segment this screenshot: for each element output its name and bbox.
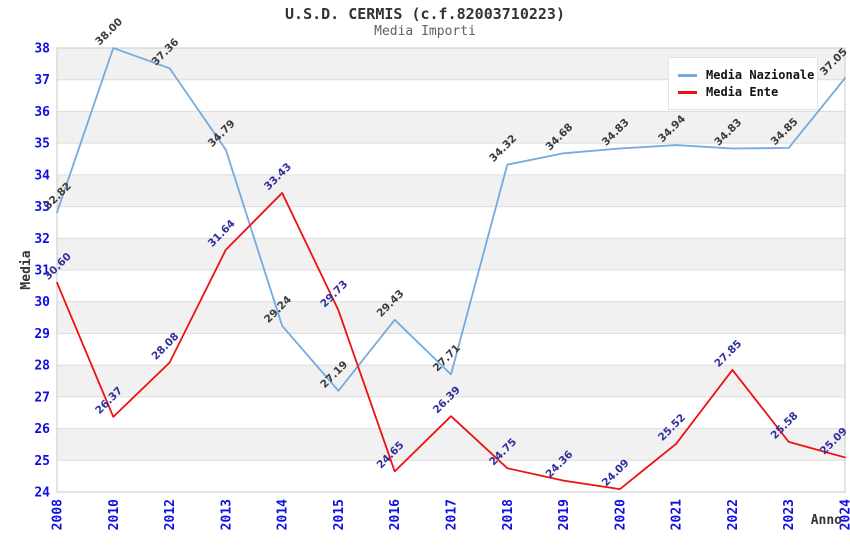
x-tick-label: 2010: [107, 499, 122, 530]
x-tick-label: 2020: [613, 499, 628, 530]
y-tick-label: 31: [34, 264, 50, 279]
plot-band: [57, 301, 845, 334]
x-tick-label: 2015: [332, 499, 347, 530]
x-tick-label: 2012: [163, 499, 178, 530]
legend-line-swatch-icon: [678, 73, 697, 77]
legend-item-media-ente: Media Ente: [678, 85, 808, 99]
y-tick-label: 33: [34, 200, 50, 215]
x-tick-label: 2021: [670, 499, 685, 530]
y-tick-label: 35: [34, 137, 50, 152]
y-tick-label: 30: [34, 295, 50, 310]
y-tick-label: 24: [34, 486, 50, 501]
plot-band: [57, 428, 845, 461]
series-line-media-nazionale: [56, 47, 846, 392]
y-tick-label: 26: [34, 422, 50, 437]
y-tick-label: 32: [34, 232, 50, 247]
x-tick-label: 2016: [388, 499, 403, 530]
legend-item-media-nazionale: Media Nazionale: [678, 68, 814, 82]
x-tick-label: 2014: [276, 499, 291, 530]
chart-subtitle: Media Importi: [374, 24, 476, 39]
legend: Media Nazionale Media Ente: [668, 57, 818, 110]
y-tick-label: 29: [34, 327, 50, 342]
y-tick-label: 28: [34, 359, 50, 374]
x-tick-label: 2022: [726, 499, 741, 530]
plot-border: [56, 47, 846, 493]
legend-item-label: Media Ente: [706, 85, 779, 99]
y-tick-label: 27: [34, 390, 50, 405]
x-tick-label: 2024: [839, 499, 850, 530]
x-tick-label: 2017: [445, 499, 460, 530]
y-tick-label: 36: [34, 105, 50, 120]
y-tick-label: 25: [34, 454, 50, 469]
series-line-media-ente: [56, 192, 846, 491]
x-tick-label: 2018: [501, 499, 516, 530]
legend-item-label: Media Nazionale: [706, 68, 815, 82]
plot-band: [57, 111, 845, 144]
plot-band: [57, 365, 845, 397]
plot-band: [57, 238, 845, 270]
x-tick-label: 2008: [51, 499, 66, 530]
x-tick-label: 2019: [557, 499, 572, 530]
y-tick-label: 37: [34, 73, 50, 88]
data-label-media-nazionale: 38.00: [93, 16, 125, 48]
legend-line-swatch-icon: [678, 90, 697, 94]
x-tick-label: 2013: [219, 499, 234, 530]
x-axis-title: Anno: [811, 513, 842, 528]
plot-band: [57, 174, 845, 207]
y-tick-label: 38: [34, 42, 50, 57]
x-tick-label: 2023: [782, 499, 797, 530]
y-axis-title: Media: [19, 250, 34, 289]
chart-title: U.S.D. CERMIS (c.f.82003710223): [285, 5, 565, 23]
y-tick-label: 34: [34, 168, 50, 183]
